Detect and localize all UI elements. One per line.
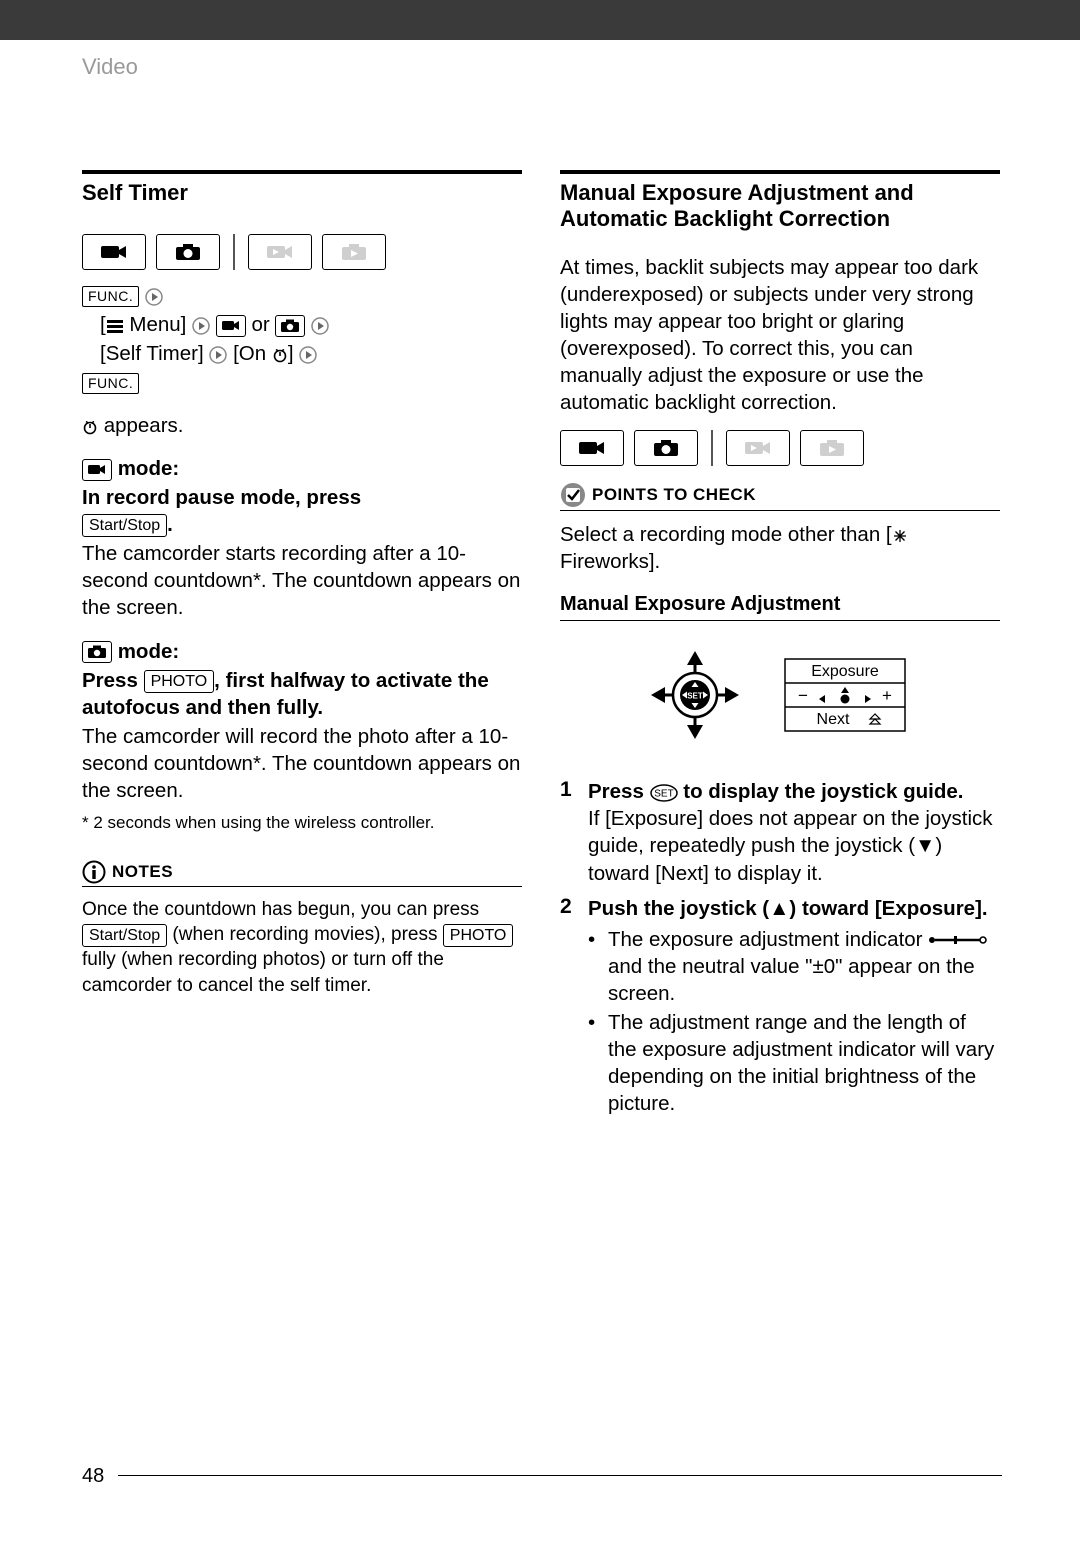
func-button: FUNC. [82,286,139,306]
menu-label: Menu] [129,313,186,336]
page-number: 48 [82,1465,104,1488]
step-2-bullets: • The exposure adjustment indicator and … [588,926,1000,1117]
notes-label: NOTES [112,862,173,882]
right-column: Manual Exposure Adjustment and Automatic… [560,170,1000,1127]
movie-mode-icon [216,315,246,337]
points-heading: POINTS TO CHECK [560,482,1000,508]
self-timer-title: Self Timer [82,170,522,206]
camera-mode-icon [275,315,305,337]
svg-text:SET: SET [687,692,703,701]
points-label: POINTS TO CHECK [592,485,756,505]
start-stop-button: Start/Stop [82,514,167,537]
nav-right-icon [192,317,210,335]
step-list: 1 Press SET to display the joystick guid… [560,778,1000,1119]
self-timer-steps: FUNC. [ Menu] or [Self Timer] [On ] FUNC… [82,282,522,834]
step-number: 1 [560,778,578,886]
mode-label: mode: [118,457,180,480]
info-icon [82,860,106,884]
photo-rec-icon [156,234,220,270]
rec-para: The camcorder starts recording after a 1… [82,540,522,621]
photo-play-icon [800,430,864,466]
movie-mode-icon [82,459,112,481]
period: . [167,513,173,536]
bullet: • The exposure adjustment indicator and … [588,926,1000,1007]
movie-play-icon [726,430,790,466]
set-button-icon: SET [650,784,678,802]
timer-icon [272,347,288,363]
movie-rec-icon [560,430,624,466]
svg-text:−: − [798,686,808,705]
rec-pause-instruction: In record pause mode, press [82,486,361,509]
mode-divider [711,430,713,466]
movie-play-icon [248,234,312,270]
page-content: Self Timer FUNC. [ Menu] [0,80,1080,1127]
mode-icon-row [82,234,522,270]
notes-text: Once the countdown has begun, you can pr… [82,897,522,998]
photo-rec-icon [634,430,698,466]
joystick-diagram: SET Exposure − + Next [560,635,1000,760]
exposure-title: Manual Exposure Adjustment and Automatic… [560,170,1000,232]
exposure-indicator-icon [928,934,988,946]
or-label: or [252,313,270,336]
step-1: 1 Press SET to display the joystick guid… [560,778,1000,886]
start-stop-button: Start/Stop [82,924,167,947]
func-button: FUNC. [82,373,139,393]
left-column: Self Timer FUNC. [ Menu] [82,170,522,1127]
timer-icon [82,419,98,435]
top-bar [0,0,1080,40]
mode-icon-row [560,430,1000,466]
footnote: * 2 seconds when using the wireless cont… [82,812,522,834]
points-text: Select a recording mode other than [ Fir… [560,521,1000,575]
notes-heading: NOTES [82,860,522,884]
svg-text:Next: Next [817,711,850,728]
page-footer-rule [118,1475,1002,1476]
nav-right-icon [145,288,163,306]
checklist-icon [560,482,586,508]
photo-play-icon [322,234,386,270]
section-header: Video [0,40,1080,80]
fireworks-icon [892,528,908,544]
photo-button: PHOTO [144,670,215,693]
photo-button: PHOTO [443,924,514,947]
self-timer-label: [Self Timer] [100,342,204,365]
step-2: 2 Push the joystick (▲) toward [Exposure… [560,895,1000,1119]
exposure-intro: At times, backlit subjects may appear to… [560,254,1000,416]
nav-right-icon [299,346,317,364]
appears-text: appears. [104,414,184,437]
press-label: Press [82,669,144,692]
movie-rec-icon [82,234,146,270]
on-label: [On [233,342,266,365]
mode-divider [233,234,235,270]
photo-para: The camcorder will record the photo afte… [82,723,522,804]
step-2-lead: Push the joystick (▲) toward [Exposure]. [588,897,988,920]
camera-mode-icon [82,641,112,663]
mode-label: mode: [118,640,180,663]
step-1-body: If [Exposure] does not appear on the joy… [588,807,993,884]
svg-text:Exposure: Exposure [811,663,879,680]
manual-exposure-sub: Manual Exposure Adjustment [560,593,1000,621]
svg-text:+: + [882,686,892,705]
nav-right-icon [311,317,329,335]
step-number: 2 [560,895,578,1119]
menu-icon [106,319,124,333]
nav-right-icon [209,346,227,364]
bullet: • The adjustment range and the length of… [588,1009,1000,1117]
svg-text:SET: SET [654,788,673,799]
